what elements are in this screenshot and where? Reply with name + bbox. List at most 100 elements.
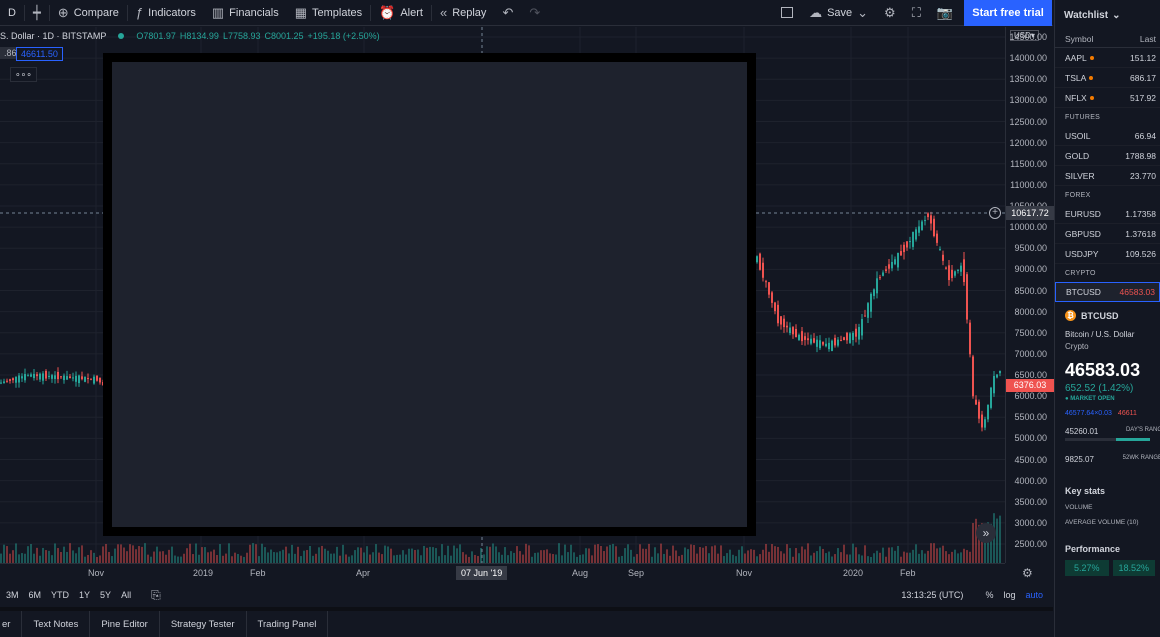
currency-select[interactable]: USD▾ — [1010, 30, 1039, 41]
time-tick: Apr — [356, 568, 371, 578]
watchlist-row-gold[interactable]: GOLD 1788.98 — [1055, 146, 1160, 166]
percent-toggle[interactable]: % — [985, 590, 994, 600]
volume-bar — [438, 556, 440, 563]
start-trial-button[interactable]: Start free trial — [964, 0, 1052, 26]
compare-button[interactable]: ⊕ Compare — [50, 0, 127, 26]
redo-button[interactable]: ↷ — [521, 0, 548, 26]
volume-bar — [810, 555, 812, 563]
volume-bar — [306, 550, 308, 563]
volume-bar — [840, 552, 842, 563]
replay-button[interactable]: « Replay — [432, 0, 494, 26]
add-alert-icon[interactable]: + — [989, 207, 1001, 219]
volume-bar — [207, 552, 209, 563]
utc-clock[interactable]: 13:13:25 (UTC) — [901, 590, 964, 600]
candle-body — [777, 304, 779, 324]
price-axis[interactable]: USD▾ 14500.00 14000.00 13500.00 13000.00 125… — [1005, 27, 1054, 563]
log-toggle[interactable]: log — [1003, 590, 1016, 600]
volume-bar — [93, 552, 95, 563]
watchlist-section-futures[interactable]: FUTURES — [1065, 113, 1101, 121]
candle-body — [93, 376, 95, 384]
volume-bar — [351, 555, 353, 563]
settings-button[interactable]: ⚙ — [876, 0, 904, 26]
volume-bar — [711, 546, 713, 563]
volume-bar — [651, 556, 653, 563]
candle-body — [12, 378, 14, 381]
symbol-title[interactable]: S. Dollar · 1D · BITSTAMP — [0, 31, 107, 41]
watchlist-row-silver[interactable]: SILVER 23.770 — [1055, 166, 1160, 186]
volume-bar — [981, 523, 983, 563]
goto-date-icon[interactable]: ⎘ — [151, 587, 161, 602]
volume-bar — [435, 548, 437, 563]
save-button[interactable]: ☁ Save ⌄ — [801, 0, 876, 26]
watchlist-row-nflx[interactable]: NFLX 517.92 — [1055, 88, 1160, 108]
ask-value: 46611 — [1117, 410, 1137, 417]
volume-bar — [303, 550, 305, 563]
undo-button[interactable]: ↶ — [494, 0, 521, 26]
volume-bar — [855, 547, 857, 563]
indicators-button[interactable]: ƒ Indicators — [128, 0, 204, 26]
watchlist-row-gbpusd[interactable]: GBPUSD 1.37618 — [1055, 224, 1160, 244]
watchlist-row-btcusd[interactable]: BTCUSD 46583.03 — [1055, 282, 1160, 302]
watchlist-row-aapl[interactable]: AAPL 151.12 — [1055, 48, 1160, 68]
volume-bar — [795, 548, 797, 563]
watchlist-row-tsla[interactable]: TSLA 686.17 — [1055, 68, 1160, 88]
candle-body — [81, 376, 83, 380]
range-button-5y[interactable]: 5Y — [100, 590, 112, 600]
range-button-ytd[interactable]: YTD — [51, 590, 70, 600]
volume-bar — [939, 547, 941, 563]
scroll-to-realtime-button[interactable]: » — [976, 523, 996, 543]
volume-bar — [525, 543, 527, 563]
auto-toggle[interactable]: auto — [1025, 590, 1043, 600]
range-button-all[interactable]: All — [121, 590, 132, 600]
watchlist-section-crypto[interactable]: CRYPTO — [1065, 269, 1096, 277]
col-symbol[interactable]: Symbol — [1065, 33, 1094, 44]
watchlist-section-forex[interactable]: FOREX — [1065, 191, 1091, 199]
volume-bar — [204, 547, 206, 563]
interval-button[interactable]: D — [0, 0, 24, 26]
more-button[interactable]: ∘∘∘ — [10, 67, 37, 82]
volume-bar — [165, 554, 167, 563]
range-button-6m[interactable]: 6M — [28, 590, 42, 600]
volume-bar — [528, 545, 530, 563]
volume-bar — [225, 553, 227, 563]
watchlist-row-usdjpy[interactable]: USDJPY 109.526 — [1055, 244, 1160, 264]
watchlist-row-usoil[interactable]: USOIL 66.94 — [1055, 126, 1160, 146]
candle-body — [960, 265, 962, 272]
volume-bar — [228, 543, 230, 563]
col-last[interactable]: Last — [1139, 33, 1156, 44]
range-button-3m[interactable]: 3M — [6, 590, 19, 600]
candle-body — [0, 382, 2, 384]
fullscreen-button[interactable]: ⛶ — [904, 0, 929, 26]
volume-bar — [312, 555, 314, 563]
axis-settings-icon[interactable]: ⚙ — [1022, 566, 1033, 580]
candle-body — [993, 376, 995, 394]
watchlist-header[interactable]: Watchlist ⌄ — [1055, 0, 1160, 30]
price-tick: 5500.00 — [1014, 412, 1047, 423]
templates-button[interactable]: ▦ Templates — [287, 0, 370, 26]
candle-body — [939, 249, 941, 251]
tab-screener[interactable]: er — [0, 611, 23, 637]
volume-bar — [318, 547, 320, 563]
watchlist-symbol: GOLD — [1065, 150, 1090, 161]
price-tick: 3000.00 — [1014, 517, 1047, 528]
price-tick: 6500.00 — [1014, 370, 1047, 380]
snapshot-button[interactable]: 📷 — [929, 0, 961, 26]
watchlist-row-eurusd[interactable]: EURUSD 1.17358 — [1055, 204, 1160, 224]
volume-bar — [522, 554, 524, 563]
tab-trading-panel[interactable]: Trading Panel — [247, 611, 329, 637]
price-tick: 10000.00 — [1009, 222, 1047, 233]
volume-bar — [564, 544, 566, 563]
time-axis[interactable]: Nov 2019 Feb Apr Aug Sep Nov 2020 Feb 07 Jun '19… — [0, 563, 1033, 583]
tab-text-notes[interactable]: Text Notes — [22, 611, 91, 637]
alert-button[interactable]: ⏰ Alert — [371, 0, 431, 26]
financials-button[interactable]: ▥ Financials — [204, 0, 287, 26]
tab-pine-editor[interactable]: Pine Editor — [90, 611, 160, 637]
tab-strategy-tester[interactable]: Strategy Tester — [160, 611, 247, 637]
performance-row: 5.27% 18.52% — [1065, 560, 1156, 576]
layout-button[interactable] — [773, 0, 801, 26]
perf-1m: 18.52% — [1112, 560, 1156, 576]
volume-bar — [876, 550, 878, 563]
range-button-1y[interactable]: 1Y — [79, 590, 91, 600]
chart-style-button[interactable]: ┿ — [25, 0, 49, 26]
volume-bar — [636, 554, 638, 563]
